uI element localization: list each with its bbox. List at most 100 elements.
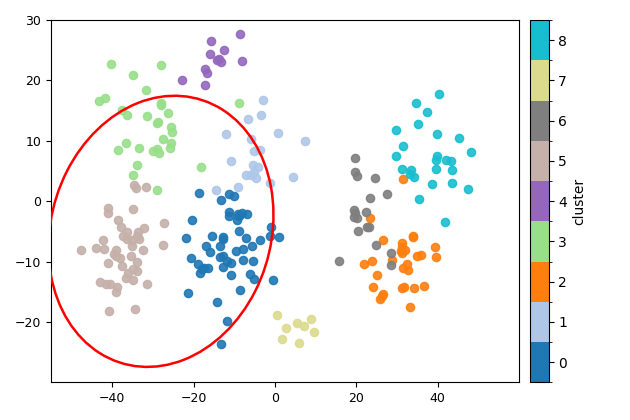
Point (403, 266, 413, 273)
Point (181, 234, 192, 241)
Point (105, 281, 115, 288)
Point (195, 270, 205, 276)
Point (205, 249, 215, 255)
Point (76, 247, 86, 253)
Point (220, 130, 231, 137)
Point (122, 270, 132, 277)
Point (418, 283, 428, 289)
Point (377, 293, 387, 299)
Point (402, 260, 412, 267)
Point (241, 171, 251, 178)
Point (386, 262, 396, 268)
Point (128, 266, 138, 273)
Point (226, 157, 236, 164)
Point (249, 276, 260, 282)
Point (398, 143, 408, 150)
Point (440, 219, 450, 226)
Point (288, 173, 298, 180)
Point (127, 243, 137, 249)
Point (268, 276, 278, 283)
Point (158, 135, 168, 142)
Point (397, 239, 407, 246)
Point (132, 258, 142, 265)
Point (129, 181, 139, 188)
Point (234, 228, 244, 234)
Point (299, 323, 309, 329)
Point (309, 329, 319, 336)
Point (103, 205, 113, 212)
Point (103, 210, 113, 217)
Point (375, 296, 386, 302)
Point (113, 147, 123, 153)
Point (249, 148, 259, 155)
Point (166, 140, 176, 147)
Point (166, 124, 176, 131)
Point (231, 247, 241, 254)
Point (386, 250, 396, 257)
Point (398, 250, 408, 257)
Point (111, 289, 121, 295)
Point (265, 233, 275, 240)
Point (430, 244, 440, 251)
Point (117, 106, 127, 113)
Point (166, 145, 176, 152)
Point (447, 166, 457, 173)
Point (246, 172, 256, 178)
Point (416, 252, 426, 258)
Point (218, 253, 228, 260)
Point (368, 284, 378, 291)
Point (139, 225, 149, 232)
Point (187, 217, 197, 223)
Point (159, 220, 169, 226)
Point (200, 66, 210, 73)
Point (202, 70, 212, 76)
Point (427, 181, 437, 187)
Point (404, 171, 415, 177)
Point (134, 236, 144, 242)
Point (371, 242, 381, 249)
Point (446, 158, 456, 165)
Point (106, 60, 116, 67)
Point (391, 153, 401, 160)
Point (362, 224, 372, 231)
Point (207, 233, 217, 240)
Point (349, 213, 359, 220)
Point (440, 156, 450, 163)
Point (122, 229, 132, 236)
Point (396, 248, 406, 255)
Point (101, 281, 112, 288)
Point (156, 61, 166, 68)
Point (128, 276, 138, 283)
Point (430, 254, 440, 260)
Point (352, 214, 362, 221)
Point (132, 162, 142, 168)
Point (243, 116, 253, 122)
Point (212, 299, 222, 306)
Point (215, 197, 226, 204)
Point (205, 38, 215, 45)
Point (237, 58, 247, 64)
Point (365, 194, 375, 201)
Point (158, 242, 168, 249)
Point (117, 263, 127, 270)
Point (434, 90, 444, 97)
Point (127, 253, 137, 260)
Point (98, 236, 108, 243)
Point (103, 260, 113, 266)
Point (266, 224, 277, 231)
Point (265, 179, 275, 186)
Point (111, 247, 121, 254)
Point (243, 211, 253, 218)
Point (197, 265, 207, 272)
Point (382, 191, 392, 198)
Point (281, 325, 291, 332)
Point (100, 94, 110, 101)
Point (463, 186, 473, 192)
Point (130, 306, 140, 312)
Point (132, 185, 142, 192)
Point (94, 279, 105, 286)
Point (241, 234, 251, 241)
Point (256, 112, 266, 119)
Point (391, 126, 401, 133)
Point (359, 260, 369, 267)
